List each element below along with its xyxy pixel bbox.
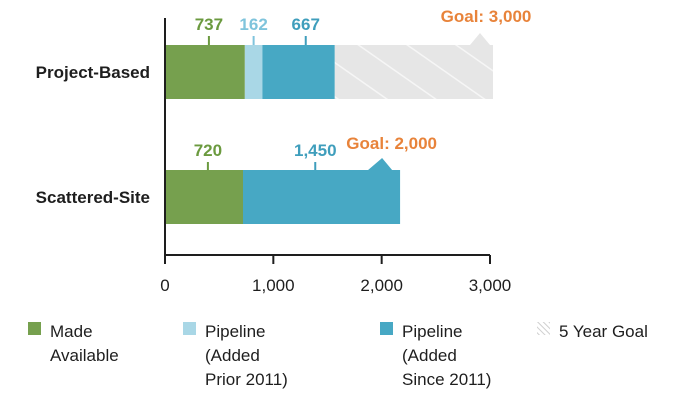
legend-label: Made (50, 322, 93, 341)
data-label: 1,450 (294, 141, 337, 160)
x-tick-label: 2,000 (360, 276, 403, 295)
category-label-project-based: Project-Based (36, 63, 150, 82)
x-tick-label: 3,000 (469, 276, 512, 295)
legend-swatch (380, 322, 393, 335)
legend-label: 5 Year Goal (559, 322, 648, 341)
bar-segment (244, 45, 263, 99)
category-label-scattered-site: Scattered-Site (36, 188, 150, 207)
x-tick-label: 0 (160, 276, 169, 295)
x-tick-label: 1,000 (252, 276, 295, 295)
bar-segment (243, 158, 401, 224)
plot-area: Project-Based 737 162 667 Goal: 3,000 Scatter… (36, 7, 532, 295)
goal-bar (334, 33, 493, 99)
legend-label: Pipeline (205, 322, 266, 341)
bar-segment (165, 170, 243, 224)
legend-swatch (183, 322, 196, 335)
data-label: 162 (239, 15, 267, 34)
data-label: 720 (194, 141, 222, 160)
legend-swatch (537, 322, 550, 335)
legend-label: Available (50, 346, 119, 365)
goal-label: Goal: 2,000 (346, 134, 437, 153)
data-label: 737 (195, 15, 223, 34)
legend-label: (Added (402, 346, 457, 365)
legend-label: Prior 2011) (205, 370, 288, 389)
bar-segment (165, 45, 245, 99)
goal-label: Goal: 3,000 (441, 7, 532, 26)
legend-label: Since 2011) (402, 370, 491, 389)
legend-label: Pipeline (402, 322, 463, 341)
legend-swatch (28, 322, 41, 335)
legend: Made Available Pipeline (Added Prior 2011) Pi… (28, 322, 648, 389)
bar-segment (262, 45, 335, 99)
data-label: 667 (292, 15, 320, 34)
legend-label: (Added (205, 346, 260, 365)
